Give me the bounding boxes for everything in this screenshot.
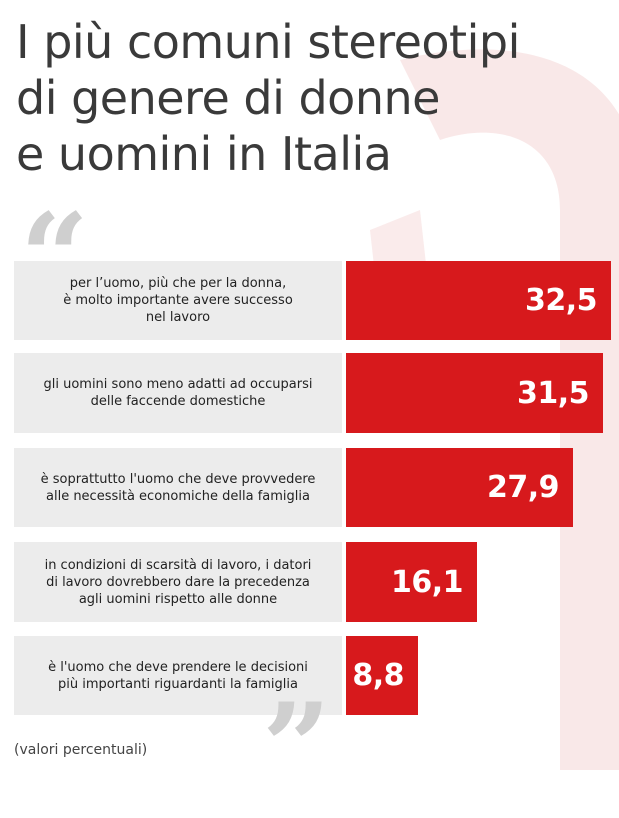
title-line-3: e uomini in Italia <box>16 127 392 181</box>
footnote: (valori percentuali) <box>14 742 148 758</box>
title-line-2: di genere di donne <box>16 71 440 125</box>
category-label-text: per l’uomo, più che per la donna, è molt… <box>63 276 293 325</box>
bar: 31,5 <box>346 353 603 433</box>
bar-value-label: 27,9 <box>486 470 560 505</box>
page-title: I più comuni stereotipi di genere di don… <box>16 14 520 182</box>
category-label: gli uomini sono meno adatti ad occuparsi… <box>14 353 342 433</box>
bar-value-label: 8,8 <box>352 658 404 693</box>
category-label: per l’uomo, più che per la donna, è molt… <box>14 261 342 340</box>
bar: 8,8 <box>346 636 418 715</box>
category-label: è soprattutto l'uomo che deve provvedere… <box>14 448 342 527</box>
close-quote-mark: ” <box>262 677 332 818</box>
bar-value-label: 31,5 <box>516 375 590 411</box>
title-line-1: I più comuni stereotipi <box>16 15 520 69</box>
bar: 32,5 <box>346 261 611 340</box>
bar: 16,1 <box>346 542 477 622</box>
category-label-text: gli uomini sono meno adatti ad occuparsi… <box>43 377 313 409</box>
category-label-text: è soprattutto l'uomo che deve provvedere… <box>40 471 316 504</box>
bar: 27,9 <box>346 448 573 527</box>
category-label: è l'uomo che deve prendere le decisioni … <box>14 636 342 715</box>
category-label: in condizioni di scarsità di lavoro, i d… <box>14 542 342 622</box>
bar-value-label: 32,5 <box>524 283 598 318</box>
bar-value-label: 16,1 <box>390 564 464 600</box>
category-label-text: in condizioni di scarsità di lavoro, i d… <box>44 557 312 607</box>
category-label-text: è l'uomo che deve prendere le decisioni … <box>48 659 308 692</box>
